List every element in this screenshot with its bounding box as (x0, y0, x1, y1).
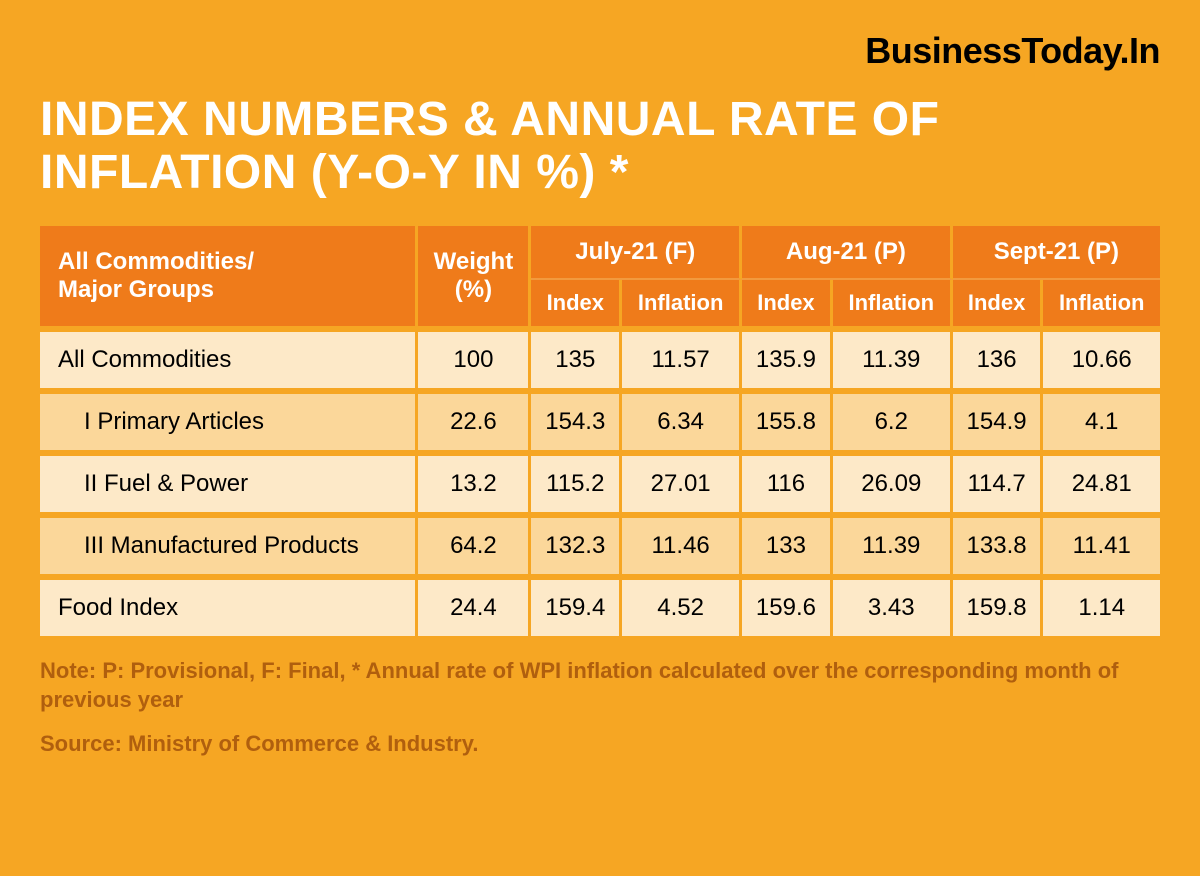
row-label: All Commodities (40, 326, 418, 388)
col-weight-label: Weight(%) (434, 248, 514, 303)
row-value: 11.39 (833, 326, 953, 388)
row-weight: 24.4 (418, 574, 531, 636)
row-value: 11.57 (622, 326, 742, 388)
row-value: 4.52 (622, 574, 742, 636)
table-row: II Fuel & Power13.2115.227.0111626.09114… (40, 450, 1160, 512)
row-label: I Primary Articles (40, 388, 418, 450)
row-value: 159.4 (531, 574, 622, 636)
row-value: 24.81 (1043, 450, 1160, 512)
row-label: Food Index (40, 574, 418, 636)
row-value: 11.41 (1043, 512, 1160, 574)
col-groups-label: All Commodities/Major Groups (58, 248, 254, 303)
col-period-1-index: Index (742, 280, 833, 326)
source: Source: Ministry of Commerce & Industry. (40, 729, 1160, 759)
col-period-0: July-21 (F) (531, 226, 742, 280)
table-body: All Commodities10013511.57135.911.391361… (40, 326, 1160, 636)
table-row: III Manufactured Products64.2132.311.461… (40, 512, 1160, 574)
row-value: 4.1 (1043, 388, 1160, 450)
row-value: 135.9 (742, 326, 833, 388)
row-value: 11.46 (622, 512, 742, 574)
table-row: I Primary Articles22.6154.36.34155.86.21… (40, 388, 1160, 450)
row-value: 11.39 (833, 512, 953, 574)
col-period-2-index: Index (953, 280, 1044, 326)
row-value: 1.14 (1043, 574, 1160, 636)
row-value: 26.09 (833, 450, 953, 512)
brand-logo: BusinessToday.In (40, 30, 1160, 72)
row-value: 159.6 (742, 574, 833, 636)
row-value: 159.8 (953, 574, 1044, 636)
row-value: 135 (531, 326, 622, 388)
row-value: 136 (953, 326, 1044, 388)
row-value: 114.7 (953, 450, 1044, 512)
col-period-1: Aug-21 (P) (742, 226, 953, 280)
row-value: 27.01 (622, 450, 742, 512)
col-period-1-inflation: Inflation (833, 280, 953, 326)
row-value: 132.3 (531, 512, 622, 574)
row-weight: 22.6 (418, 388, 531, 450)
row-value: 116 (742, 450, 833, 512)
row-value: 115.2 (531, 450, 622, 512)
footnote: Note: P: Provisional, F: Final, * Annual… (40, 656, 1160, 715)
table-row: Food Index24.4159.44.52159.63.43159.81.1… (40, 574, 1160, 636)
col-weight: Weight(%) (418, 226, 531, 326)
row-value: 10.66 (1043, 326, 1160, 388)
row-weight: 64.2 (418, 512, 531, 574)
col-period-0-index: Index (531, 280, 622, 326)
row-label: II Fuel & Power (40, 450, 418, 512)
row-value: 155.8 (742, 388, 833, 450)
row-value: 6.2 (833, 388, 953, 450)
row-value: 154.9 (953, 388, 1044, 450)
col-groups: All Commodities/Major Groups (40, 226, 418, 326)
data-table: All Commodities/Major Groups Weight(%) J… (40, 226, 1160, 636)
table-row: All Commodities10013511.57135.911.391361… (40, 326, 1160, 388)
row-value: 133.8 (953, 512, 1044, 574)
row-label: III Manufactured Products (40, 512, 418, 574)
page-title: INDEX NUMBERS & ANNUAL RATE OF INFLATION… (40, 94, 1160, 200)
col-period-2: Sept-21 (P) (953, 226, 1160, 280)
row-weight: 100 (418, 326, 531, 388)
row-value: 133 (742, 512, 833, 574)
infographic-container: BusinessToday.In INDEX NUMBERS & ANNUAL … (0, 0, 1200, 876)
row-value: 6.34 (622, 388, 742, 450)
table-header: All Commodities/Major Groups Weight(%) J… (40, 226, 1160, 326)
col-period-2-inflation: Inflation (1043, 280, 1160, 326)
row-value: 154.3 (531, 388, 622, 450)
col-period-0-inflation: Inflation (622, 280, 742, 326)
row-weight: 13.2 (418, 450, 531, 512)
row-value: 3.43 (833, 574, 953, 636)
